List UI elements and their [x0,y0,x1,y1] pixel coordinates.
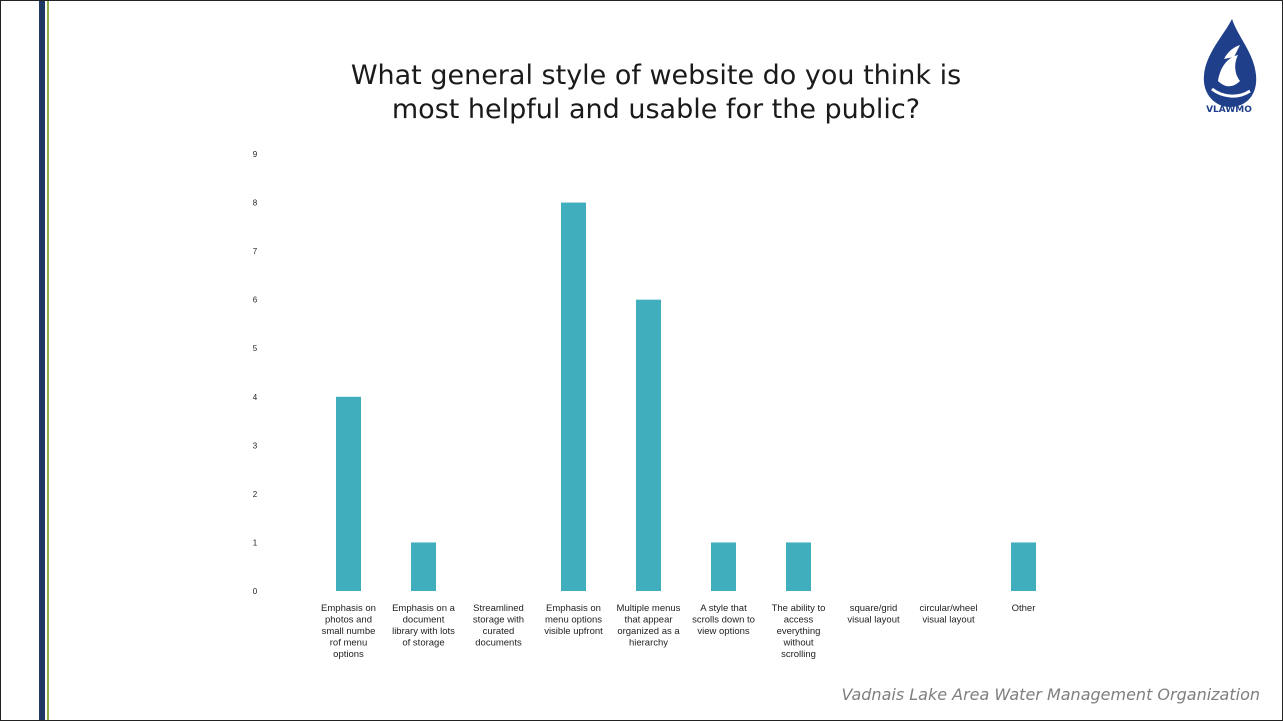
x-tick-label: Emphasis on a document library with lots of… [392,603,456,649]
y-tick-label: 9 [253,150,258,159]
chart-title-line-2: most helpful and usable for the public? [391,94,921,125]
x-tick-label: Emphasis on menu options visible upfront [544,603,603,637]
y-tick-label: 0 [253,587,258,596]
y-tick-label: 5 [253,344,258,353]
x-tick-label: A style that scrolls down to view options [692,603,755,637]
chart-title: What general style of website do you thi… [301,59,1011,127]
y-tick-label: 6 [253,296,258,305]
logo-text: VLAWMO [1206,105,1252,115]
y-tick-label: 4 [253,393,258,402]
bar [636,299,661,591]
left-accent-bar-navy [39,1,45,720]
bar [711,542,736,591]
y-tick-label: 3 [253,441,258,450]
x-tick-label: square/grid visual layout [847,603,900,626]
bar [561,202,586,592]
x-tick-label: The ability to access everything without scr… [772,603,826,660]
y-tick-label: 2 [253,490,258,499]
bar-chart: 0 1 2 3 4 5 6 7 8 9 Emphasis on photos and small num… [253,150,1036,660]
vlawmo-logo-icon [1203,19,1257,107]
y-tick-label: 1 [253,538,258,547]
y-tick-label: 8 [253,199,258,208]
x-tick-label: Emphasis on photos and small numbe rof menu… [321,603,376,660]
bar [411,542,436,591]
left-accent-bar-green [47,1,49,720]
chart-title-line-1: What general style of website do you thi… [350,60,962,91]
bar [1011,542,1036,591]
footer-org-name: Vadnais Lake Area Water Management Organ… [841,685,1260,704]
bar [336,396,361,591]
x-tick-label: Streamlined storage with curated documents [473,603,524,649]
x-tick-label: circular/wheel visual layout [919,603,977,626]
bar [786,542,811,591]
x-tick-label: Other [1012,603,1036,614]
y-tick-label: 7 [253,247,258,256]
